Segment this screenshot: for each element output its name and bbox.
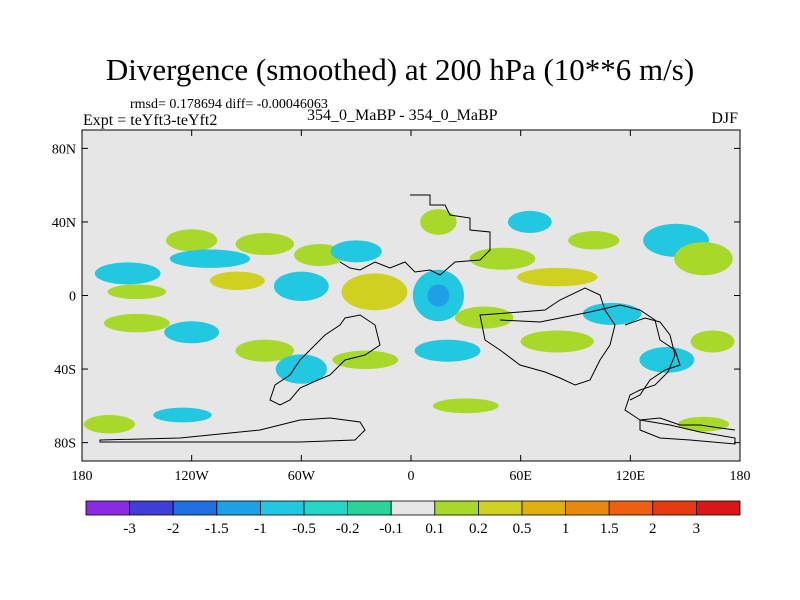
colorbar-label-7: 0.1: [425, 521, 444, 537]
colorbar-label-12: 2: [649, 521, 657, 537]
field-blob-1: [107, 284, 167, 300]
field-blob-12: [420, 209, 457, 235]
field-blob-9: [330, 240, 382, 263]
colorbar-label-1: -2: [167, 521, 180, 537]
colorbar-box-4: [259, 500, 305, 516]
field-blob-11: [427, 284, 450, 307]
x-tick-label-2: 60W: [288, 469, 316, 484]
y-tick-label-2: 0: [69, 290, 76, 305]
colorbar-box-3: [216, 500, 261, 516]
x-tick-label-0: 180: [72, 469, 93, 484]
colorbar-label-8: 0.2: [469, 521, 488, 537]
colorbar-label-11: 1.5: [600, 521, 619, 537]
case-label: 354_0_MaBP - 354_0_MaBP: [307, 107, 498, 124]
field-blob-18: [674, 242, 733, 276]
colorbar-box-8: [434, 500, 479, 516]
field-blob-6: [273, 271, 329, 302]
colorbar-box-10: [521, 500, 566, 516]
field-blob-20: [164, 321, 220, 344]
x-tick-label-4: 60E: [509, 469, 532, 484]
continent-outline-north-america: [339, 194, 491, 276]
colorbar-box-6: [347, 500, 392, 516]
colorbar-label-3: -1: [254, 521, 267, 537]
field-blob-24: [414, 339, 481, 362]
stats-text: rmsd= 0.178694 diff= -0.00046063: [130, 97, 328, 112]
field-blob-25: [454, 306, 514, 329]
colorbar-label-5: -0.2: [336, 521, 360, 537]
colorbar-box-2: [172, 500, 218, 516]
x-tick-label-6: 180: [730, 469, 751, 484]
colorbar-label-9: 0.5: [513, 521, 532, 537]
colorbar-box-7: [390, 500, 436, 516]
plot-background: [82, 130, 740, 461]
field-blob-8: [341, 273, 408, 311]
colorbar-label-6: -0.1: [379, 521, 403, 537]
field-blob-13: [469, 247, 536, 270]
continent-outline-antarctica-east: [639, 419, 736, 445]
colorbar-box-11: [565, 500, 610, 516]
field-blob-4: [209, 271, 265, 290]
field-blob-3: [169, 249, 251, 268]
field-blob-26: [520, 330, 594, 353]
continent-outline-south-america: [269, 314, 381, 406]
field-blob-19: [103, 313, 170, 333]
x-tick-label-3: 0: [408, 469, 415, 484]
field-blob-2: [166, 229, 218, 252]
colorbar-label-13: 3: [693, 521, 701, 537]
colorbar-box-5: [303, 500, 348, 516]
colorbar-box-12: [608, 500, 654, 516]
field-blob-28: [639, 346, 695, 373]
season-label: DJF: [711, 110, 738, 127]
field-blob-14: [507, 210, 552, 233]
continent-outline-africa: [479, 287, 616, 386]
field-blob-21: [235, 339, 295, 362]
colorbar-box-14: [696, 500, 741, 516]
colorbar-label-4: -0.5: [292, 521, 316, 537]
colorbar-box-13: [652, 500, 697, 516]
colorbar-label-10: 1: [562, 521, 570, 537]
field-blob-31: [153, 407, 212, 423]
field-blob-27: [582, 302, 642, 325]
field-blob-32: [432, 398, 499, 414]
colorbar-label-2: -1.5: [205, 521, 229, 537]
x-tick-label-1: 120W: [175, 469, 210, 484]
continent-outline-eurasia: [499, 304, 681, 401]
continent-outline-australia: [624, 317, 736, 431]
continent-outline-antarctica: [99, 417, 366, 443]
field-blob-23: [332, 350, 399, 370]
field-blob-30: [83, 415, 136, 434]
field-blob-29: [690, 330, 735, 353]
colorbar-label-0: -3: [123, 521, 136, 537]
y-tick-label-0: 80N: [52, 142, 76, 157]
field-blob-33: [677, 416, 730, 432]
colorbar-box-9: [477, 500, 523, 516]
colorbar-box-1: [129, 500, 174, 516]
y-tick-label-3: 40S: [54, 363, 76, 378]
colorbar-box-0: [85, 500, 130, 516]
y-tick-label-4: 80S: [54, 437, 76, 452]
field-blob-5: [235, 232, 295, 256]
field-blob-16: [568, 231, 620, 250]
chart-title: Divergence (smoothed) at 200 hPa (10**6 …: [105, 52, 695, 87]
x-tick-label-5: 120E: [616, 469, 646, 484]
experiment-label: Expt = teYft3-teYft2: [83, 112, 218, 129]
field-blob-0: [94, 262, 161, 285]
field-blob-15: [517, 267, 598, 287]
y-tick-label-1: 40N: [52, 216, 76, 231]
